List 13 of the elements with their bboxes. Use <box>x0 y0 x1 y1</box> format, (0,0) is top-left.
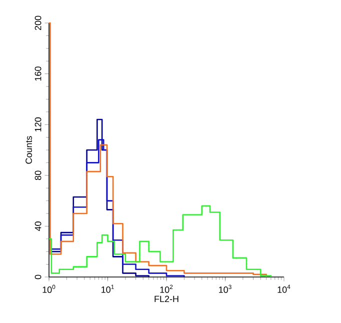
y-tick-label: 0 <box>34 274 42 280</box>
x-tick-label: 10$^{0}$ <box>42 284 56 293</box>
x-tick-label: 10$^{1}$ <box>102 284 114 293</box>
y-axis-title: Counts <box>26 136 32 164</box>
x-axis-title: FL2-H <box>154 296 178 302</box>
x-tick-label: 10$^{3}$ <box>219 284 232 293</box>
y-tick-label: 120 <box>34 117 42 132</box>
y-tick-label: 40 <box>34 222 42 231</box>
y-tick-label: 160 <box>34 66 42 81</box>
x-tick-label: 10$^{2}$ <box>160 284 173 293</box>
x-tick-label: 10$^{4}$ <box>278 284 290 293</box>
y-tick-label: 200 <box>34 16 42 30</box>
y-tick-label: 80 <box>34 170 42 180</box>
